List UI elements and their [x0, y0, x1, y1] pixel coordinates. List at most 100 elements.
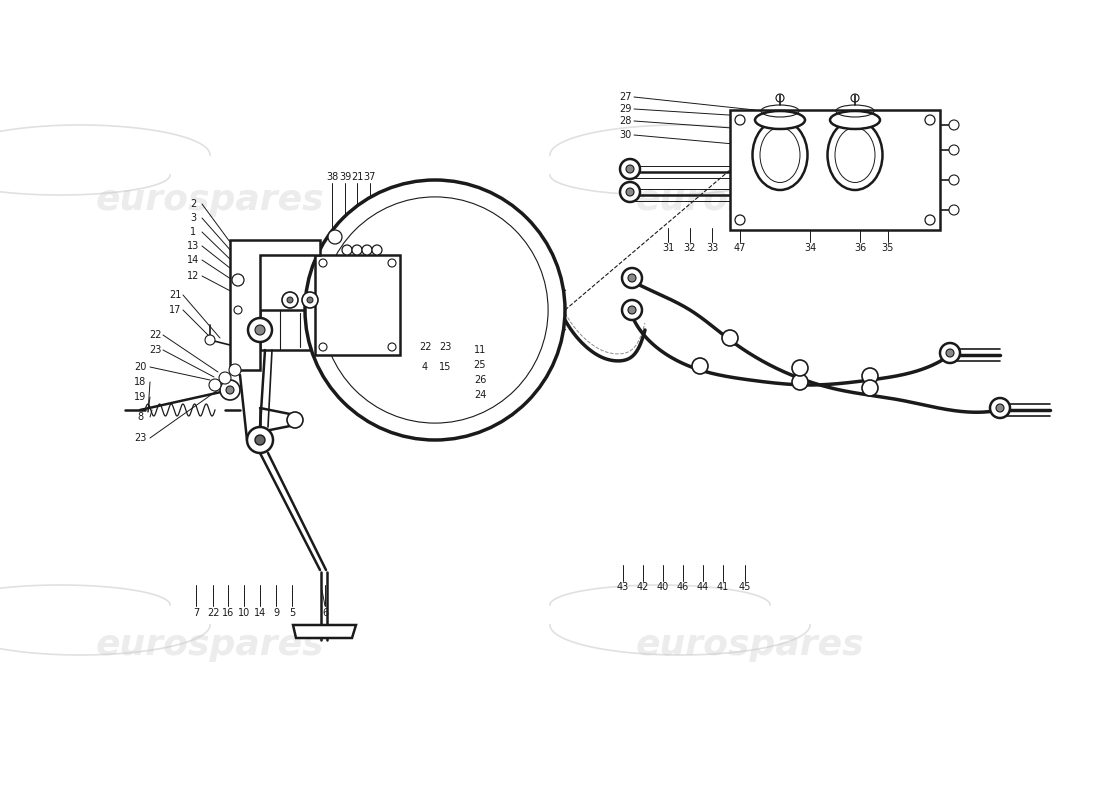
- Circle shape: [220, 380, 240, 400]
- Circle shape: [946, 349, 954, 357]
- Circle shape: [996, 404, 1004, 412]
- Text: 10: 10: [238, 608, 250, 618]
- Text: 2: 2: [190, 199, 196, 209]
- Ellipse shape: [830, 111, 880, 129]
- Text: 26: 26: [474, 375, 486, 385]
- Ellipse shape: [755, 111, 805, 129]
- Text: 21: 21: [351, 172, 363, 182]
- Text: 16: 16: [222, 608, 234, 618]
- Circle shape: [949, 175, 959, 185]
- Circle shape: [282, 292, 298, 308]
- Circle shape: [621, 300, 642, 320]
- Circle shape: [949, 145, 959, 155]
- Polygon shape: [230, 240, 320, 370]
- Text: 29: 29: [619, 104, 631, 114]
- Text: 28: 28: [619, 116, 631, 126]
- Text: 18: 18: [134, 377, 146, 387]
- Circle shape: [342, 245, 352, 255]
- Text: 44: 44: [697, 582, 710, 592]
- Circle shape: [205, 335, 214, 345]
- Text: 47: 47: [734, 243, 746, 253]
- Text: 24: 24: [474, 390, 486, 400]
- Text: 30: 30: [619, 130, 631, 140]
- FancyBboxPatch shape: [315, 255, 400, 355]
- Circle shape: [209, 379, 221, 391]
- Text: 14: 14: [187, 255, 199, 265]
- Circle shape: [229, 364, 241, 376]
- Text: 23: 23: [439, 342, 451, 352]
- Circle shape: [792, 374, 808, 390]
- Text: 25: 25: [474, 360, 486, 370]
- Text: 20: 20: [134, 362, 146, 372]
- Circle shape: [626, 165, 634, 173]
- Text: 31: 31: [662, 243, 674, 253]
- Text: 35: 35: [882, 243, 894, 253]
- Text: 22: 22: [207, 608, 219, 618]
- Ellipse shape: [752, 120, 807, 190]
- Circle shape: [328, 230, 342, 244]
- Text: 3: 3: [190, 213, 196, 223]
- Text: 36: 36: [854, 243, 866, 253]
- Text: 23: 23: [148, 345, 162, 355]
- Circle shape: [626, 188, 634, 196]
- Circle shape: [862, 368, 878, 384]
- Circle shape: [248, 427, 273, 453]
- Text: 34: 34: [804, 243, 816, 253]
- Ellipse shape: [827, 120, 882, 190]
- Circle shape: [305, 180, 565, 440]
- Text: eurospares: eurospares: [636, 628, 865, 662]
- Circle shape: [990, 398, 1010, 418]
- Text: 39: 39: [339, 172, 351, 182]
- Circle shape: [232, 274, 244, 286]
- Text: 32: 32: [684, 243, 696, 253]
- Circle shape: [307, 297, 314, 303]
- Circle shape: [620, 159, 640, 179]
- Circle shape: [352, 245, 362, 255]
- Text: 14: 14: [254, 608, 266, 618]
- Text: 43: 43: [617, 582, 629, 592]
- Circle shape: [949, 205, 959, 215]
- Circle shape: [792, 360, 808, 376]
- FancyBboxPatch shape: [730, 110, 940, 230]
- Text: 41: 41: [717, 582, 729, 592]
- Text: 5: 5: [289, 608, 295, 618]
- Polygon shape: [293, 625, 356, 638]
- Circle shape: [219, 372, 231, 384]
- Text: 22: 22: [419, 342, 431, 352]
- Circle shape: [628, 306, 636, 314]
- Text: 40: 40: [657, 582, 669, 592]
- Text: 19: 19: [134, 392, 146, 402]
- Circle shape: [302, 292, 318, 308]
- Circle shape: [248, 318, 272, 342]
- Text: 22: 22: [148, 330, 162, 340]
- Text: 11: 11: [474, 345, 486, 355]
- Text: 17: 17: [168, 305, 182, 315]
- Text: 21: 21: [168, 290, 182, 300]
- Circle shape: [862, 380, 878, 396]
- Circle shape: [255, 435, 265, 445]
- Circle shape: [234, 306, 242, 314]
- Text: eurospares: eurospares: [636, 183, 865, 217]
- Circle shape: [255, 325, 265, 335]
- Circle shape: [372, 245, 382, 255]
- Circle shape: [940, 343, 960, 363]
- Text: 33: 33: [706, 243, 718, 253]
- Circle shape: [628, 274, 636, 282]
- Text: 23: 23: [134, 433, 146, 443]
- Text: eurospares: eurospares: [96, 183, 324, 217]
- Text: 7: 7: [192, 608, 199, 618]
- Text: 13: 13: [187, 241, 199, 251]
- Circle shape: [287, 412, 303, 428]
- Circle shape: [722, 330, 738, 346]
- Circle shape: [287, 297, 293, 303]
- Circle shape: [226, 386, 234, 394]
- Text: 6: 6: [322, 608, 328, 618]
- Text: 27: 27: [618, 92, 631, 102]
- Circle shape: [621, 268, 642, 288]
- Text: 42: 42: [637, 582, 649, 592]
- Text: 12: 12: [187, 271, 199, 281]
- Text: 1: 1: [190, 227, 196, 237]
- Text: 4: 4: [422, 362, 428, 372]
- Circle shape: [362, 245, 372, 255]
- Text: 38: 38: [326, 172, 338, 182]
